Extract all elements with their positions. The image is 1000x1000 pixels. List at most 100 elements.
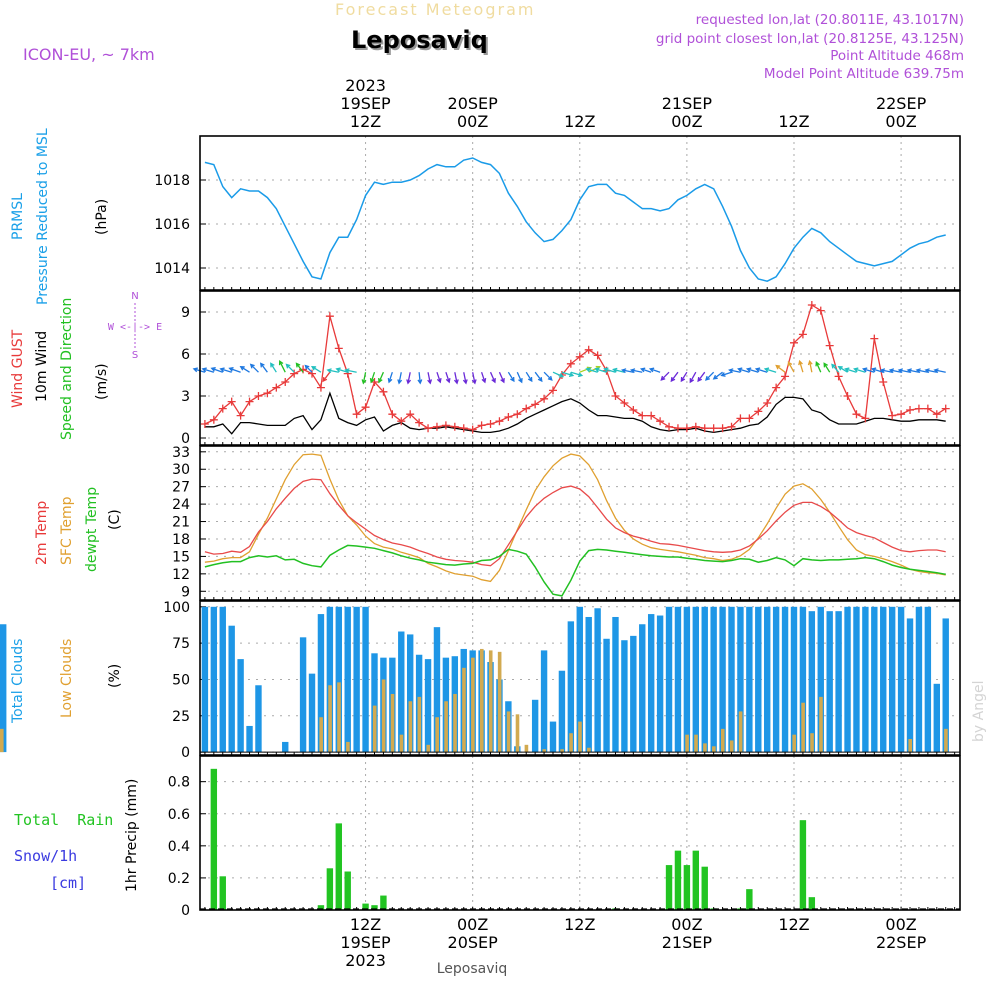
total-cloud-bar (299, 637, 307, 753)
rain-bar (380, 895, 387, 910)
dewpoint-line (204, 544, 946, 597)
wind-direction-arrow (361, 372, 367, 385)
top-time-label: 20SEP (448, 94, 499, 113)
gust-marker (450, 422, 459, 431)
wind-direction-arrow (322, 371, 331, 383)
wind-direction-arrow (689, 371, 697, 384)
gust-marker (325, 312, 334, 321)
wind-speed-direction-label: Speed and Direction (59, 298, 75, 440)
low-cloud-bar (337, 682, 341, 753)
pressure-panel: 1014 1016 1018 (154, 135, 961, 291)
low-cloud-bar (810, 733, 814, 753)
total-cloud-bar (603, 638, 610, 753)
top-time-label: 22SEP (876, 94, 927, 113)
rain-bar (371, 905, 378, 910)
low-cloud-bar (587, 747, 591, 753)
gust-marker (272, 383, 281, 392)
wind-direction-arrow (295, 362, 304, 373)
gust-marker (263, 389, 272, 398)
faded-title: Forecast Meteogram (335, 0, 535, 19)
total-cloud-bar (817, 606, 824, 753)
rain-bar (746, 889, 753, 910)
wind-direction-arrow (897, 368, 911, 374)
gust-marker (424, 424, 433, 433)
wind-direction-arrow (249, 363, 259, 373)
y-tick-label: 24 (172, 497, 190, 513)
wind-direction-arrow (285, 363, 295, 373)
gust-marker (522, 404, 531, 413)
total-cloud-bar (772, 606, 780, 753)
y-tick-label: 1014 (154, 261, 190, 277)
wind-direction-arrow (278, 359, 286, 373)
wind-direction-arrow (427, 372, 433, 385)
total-cloud-bar (246, 725, 253, 753)
low-cloud-bar (328, 685, 332, 753)
gust-marker (781, 372, 790, 381)
total-cloud-bar (808, 611, 816, 753)
y-tick-label: 75 (172, 636, 190, 652)
wind-direction-arrow (862, 367, 875, 373)
wind-direction-arrow (507, 371, 515, 383)
low-cloud-bar (801, 702, 805, 753)
total-cloud-bar (353, 606, 360, 753)
gust-marker (816, 306, 825, 315)
wind-direction-arrow (888, 368, 902, 374)
gust-marker (495, 417, 504, 426)
clouds-panel: 0 25 50 75 100 (0, 600, 961, 761)
wind-direction-arrow (831, 363, 840, 373)
total-cloud-bar (558, 670, 566, 753)
total-cloud-bar (531, 699, 539, 753)
top-time-label: 2023 (345, 76, 386, 95)
wind-direction-arrow (763, 367, 777, 373)
low-cloud-bar (703, 743, 707, 753)
gust-marker (727, 422, 736, 431)
rain-bar (326, 868, 334, 910)
low-cloud-bar (408, 701, 413, 753)
gust-marker (870, 334, 879, 343)
wind10-line (204, 391, 946, 435)
wind-direction-arrow (603, 367, 616, 373)
total-cloud-bar (790, 606, 798, 753)
temp-unit: (C) (107, 509, 123, 530)
total-cloud-bar (585, 616, 592, 753)
y-tick-label: 9 (181, 305, 190, 321)
low-cloud-bar (729, 740, 734, 753)
low-cloud-bar (346, 741, 350, 753)
wind-direction-arrow (259, 362, 268, 373)
low-cloud-bar (694, 734, 698, 753)
dewpoint-label: dewpt Temp (84, 487, 100, 572)
gust-marker (763, 399, 772, 407)
gust-marker (388, 410, 397, 419)
bottom-time-label: 00Z (885, 915, 916, 934)
y-tick-label: 0 (181, 431, 190, 447)
gust-marker (361, 403, 370, 412)
total-cloud-bar (835, 611, 842, 753)
gust-marker (432, 422, 441, 431)
gust-marker (316, 383, 325, 392)
total-cloud-bar (540, 650, 548, 753)
gust-marker (540, 394, 549, 403)
gust-marker (638, 411, 647, 420)
gust-marker (531, 400, 540, 409)
total-cloud-bar (674, 606, 682, 753)
total-cloud-bar (915, 606, 923, 753)
total-cloud-bar (406, 634, 414, 753)
low-cloud-bar (488, 650, 493, 753)
bottom-time-label: 00Z (457, 915, 488, 934)
rain-bar (219, 876, 226, 910)
y-tick-label: 9 (181, 584, 190, 600)
wind-direction-arrow (775, 364, 786, 373)
rain-bar (692, 850, 700, 910)
top-time-label: 00Z (885, 112, 916, 131)
wind-direction-arrow (471, 372, 477, 385)
wind-direction-arrow (270, 362, 277, 373)
wind-direction-arrow (585, 367, 598, 373)
total-cloud-bar (228, 625, 235, 753)
low-cloud-bar (569, 733, 573, 753)
top-time-label: 00Z (457, 112, 488, 131)
wind-direction-arrow (387, 371, 393, 384)
wind-direction-arrow (879, 368, 893, 374)
gust-marker (941, 404, 950, 413)
wind-direction-arrow (823, 362, 831, 373)
wind-direction-arrow (680, 371, 688, 383)
